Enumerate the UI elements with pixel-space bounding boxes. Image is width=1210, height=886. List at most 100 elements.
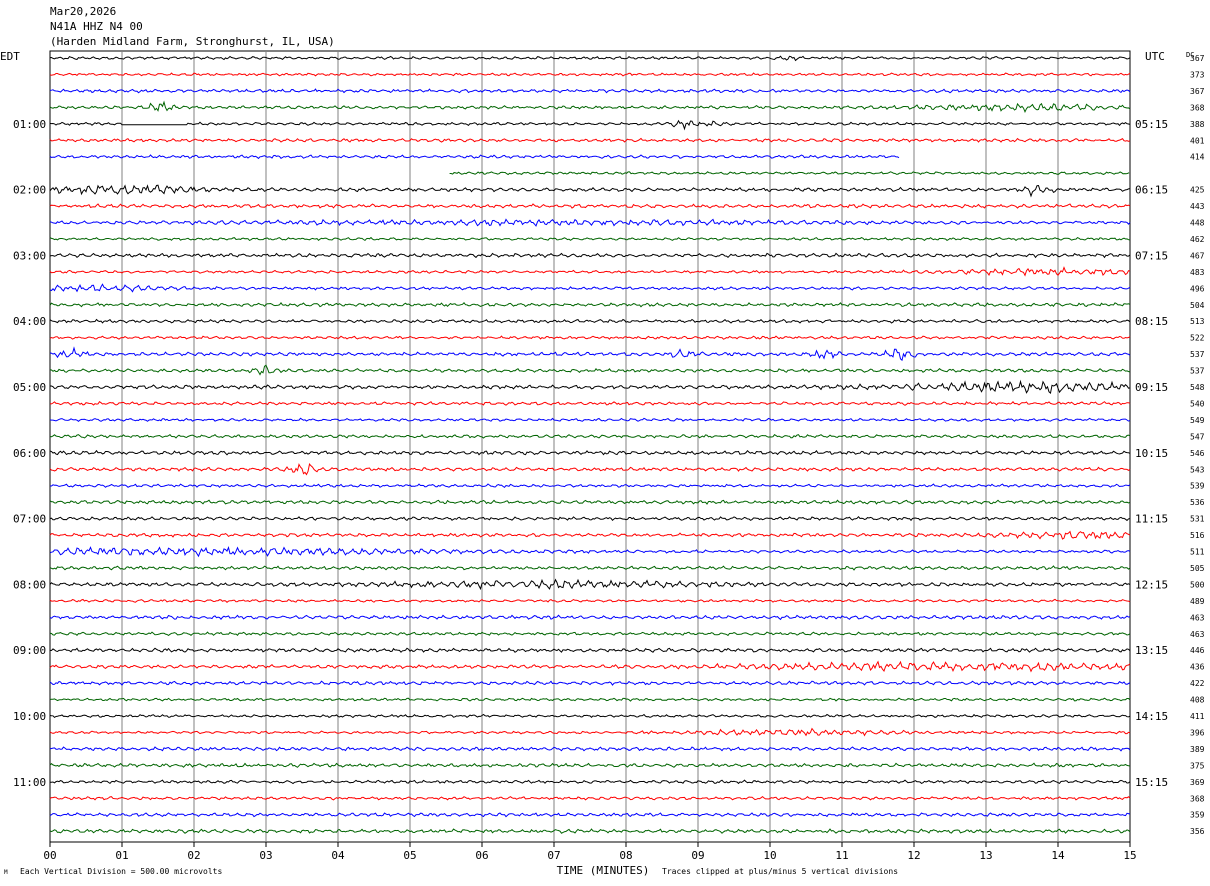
x-tick-label: 11 (835, 849, 848, 862)
left-hour-label: 11:00 (13, 776, 46, 789)
dc-offset-label: 489 (1190, 597, 1205, 606)
left-hour-label: 08:00 (13, 578, 46, 591)
trace-line (49, 318, 1131, 324)
trace-line (49, 266, 1131, 277)
plot-frame (49, 50, 1131, 843)
trace-line (49, 713, 1131, 719)
right-hour-label: 15:15 (1135, 776, 1168, 789)
dc-offset-label: 448 (1190, 219, 1205, 228)
right-hour-label: 08:15 (1135, 315, 1168, 328)
x-tick-label: 05 (403, 849, 416, 862)
left-hour-label: 04:00 (13, 315, 46, 328)
right-timezone-label: UTC (1145, 50, 1165, 63)
dc-offset-label: 549 (1190, 416, 1205, 425)
trace-line (49, 647, 1131, 653)
right-hour-label: 10:15 (1135, 447, 1168, 460)
trace-line (49, 401, 1131, 406)
dc-offset-label: 496 (1190, 284, 1205, 293)
trace-line (49, 449, 1131, 456)
trace-line (449, 171, 1130, 176)
x-tick-label: 02 (187, 849, 200, 862)
dc-offset-label: 359 (1190, 811, 1205, 820)
trace-line (49, 565, 1131, 571)
right-hour-label: 12:15 (1135, 578, 1168, 591)
footer-mark: M (4, 869, 8, 876)
right-hour-label: 07:15 (1135, 249, 1168, 262)
dc-offset-label: 548 (1190, 383, 1205, 392)
dc-offset-label: 425 (1190, 186, 1205, 195)
x-tick-label: 10 (763, 849, 776, 862)
trace-line (49, 598, 1131, 603)
trace-line (49, 252, 1131, 259)
trace-line (49, 795, 1131, 801)
dc-offset-label: 401 (1190, 136, 1205, 145)
left-hour-label: 02:00 (13, 184, 46, 197)
dc-offset-label: 462 (1190, 235, 1205, 244)
trace-line (49, 364, 1131, 376)
trace-line (49, 55, 1131, 62)
right-hour-label: 14:15 (1135, 710, 1168, 723)
left-hour-label: 10:00 (13, 710, 46, 723)
trace-line (49, 660, 1131, 673)
trace-line (49, 614, 1131, 621)
trace-line (49, 631, 1131, 637)
dc-offset-label: 388 (1190, 120, 1205, 129)
x-tick-label: 04 (331, 849, 345, 862)
dc-offset-label: 389 (1190, 745, 1205, 754)
trace-line (49, 746, 1131, 752)
x-tick-label: 12 (907, 849, 920, 862)
trace-line (49, 463, 1131, 476)
dc-offset-label: 443 (1190, 202, 1205, 211)
x-tick-label: 13 (979, 849, 992, 862)
dc-offset-label: 373 (1190, 70, 1205, 79)
trace-line (49, 697, 1131, 702)
trace-line (50, 779, 1131, 785)
trace-line (49, 88, 1131, 94)
dc-offset-label: 500 (1190, 580, 1205, 589)
station-label: N41A HHZ N4 00 (50, 20, 143, 33)
left-hour-label: 09:00 (13, 644, 46, 657)
dc-offset-label: 511 (1190, 548, 1205, 557)
dc-offset-label: 537 (1190, 367, 1205, 376)
trace-line (50, 483, 1131, 489)
x-tick-label: 00 (43, 849, 56, 862)
dc-offset-label: 547 (1190, 432, 1205, 441)
x-tick-label: 14 (1051, 849, 1065, 862)
dc-offset-label: 436 (1190, 663, 1205, 672)
dc-offset-label: 367 (1190, 87, 1205, 96)
right-hour-label: 05:15 (1135, 118, 1168, 131)
dc-offset-label: 504 (1190, 301, 1205, 310)
trace-line (49, 301, 1131, 308)
left-hour-label: 05:00 (13, 381, 46, 394)
dc-offset-label: 483 (1190, 268, 1205, 277)
dc-offset-label: 546 (1190, 449, 1205, 458)
dc-offset-label: 368 (1190, 794, 1205, 803)
trace-line (49, 184, 1131, 198)
right-hour-label: 09:15 (1135, 381, 1168, 394)
dc-offset-label: 463 (1190, 630, 1205, 639)
trace-line (49, 828, 1131, 834)
dc-offset-label: 396 (1190, 728, 1205, 737)
dc-header-label: DC (1186, 51, 1194, 59)
trace-line (49, 236, 1131, 242)
x-tick-label: 09 (691, 849, 704, 862)
dc-offset-label: 369 (1190, 778, 1205, 787)
trace-line (49, 218, 1131, 227)
trace-line (49, 762, 1131, 768)
trace-line (49, 335, 1131, 340)
trace-line (49, 578, 1131, 591)
trace-line (49, 154, 900, 160)
x-tick-label: 15 (1123, 849, 1136, 862)
trace-line (49, 346, 1131, 362)
trace-line (49, 203, 1131, 209)
dc-offset-label: 463 (1190, 613, 1205, 622)
x-tick-label: 06 (475, 849, 488, 862)
trace-line (49, 515, 1131, 522)
trace-line (49, 100, 1131, 114)
trace-line (49, 499, 1131, 505)
x-axis-title: TIME (MINUTES) (557, 864, 650, 877)
dc-offset-label: 411 (1190, 712, 1205, 721)
left-hour-label: 03:00 (13, 249, 46, 262)
trace-line (50, 379, 1131, 395)
dc-offset-label: 375 (1190, 761, 1205, 770)
